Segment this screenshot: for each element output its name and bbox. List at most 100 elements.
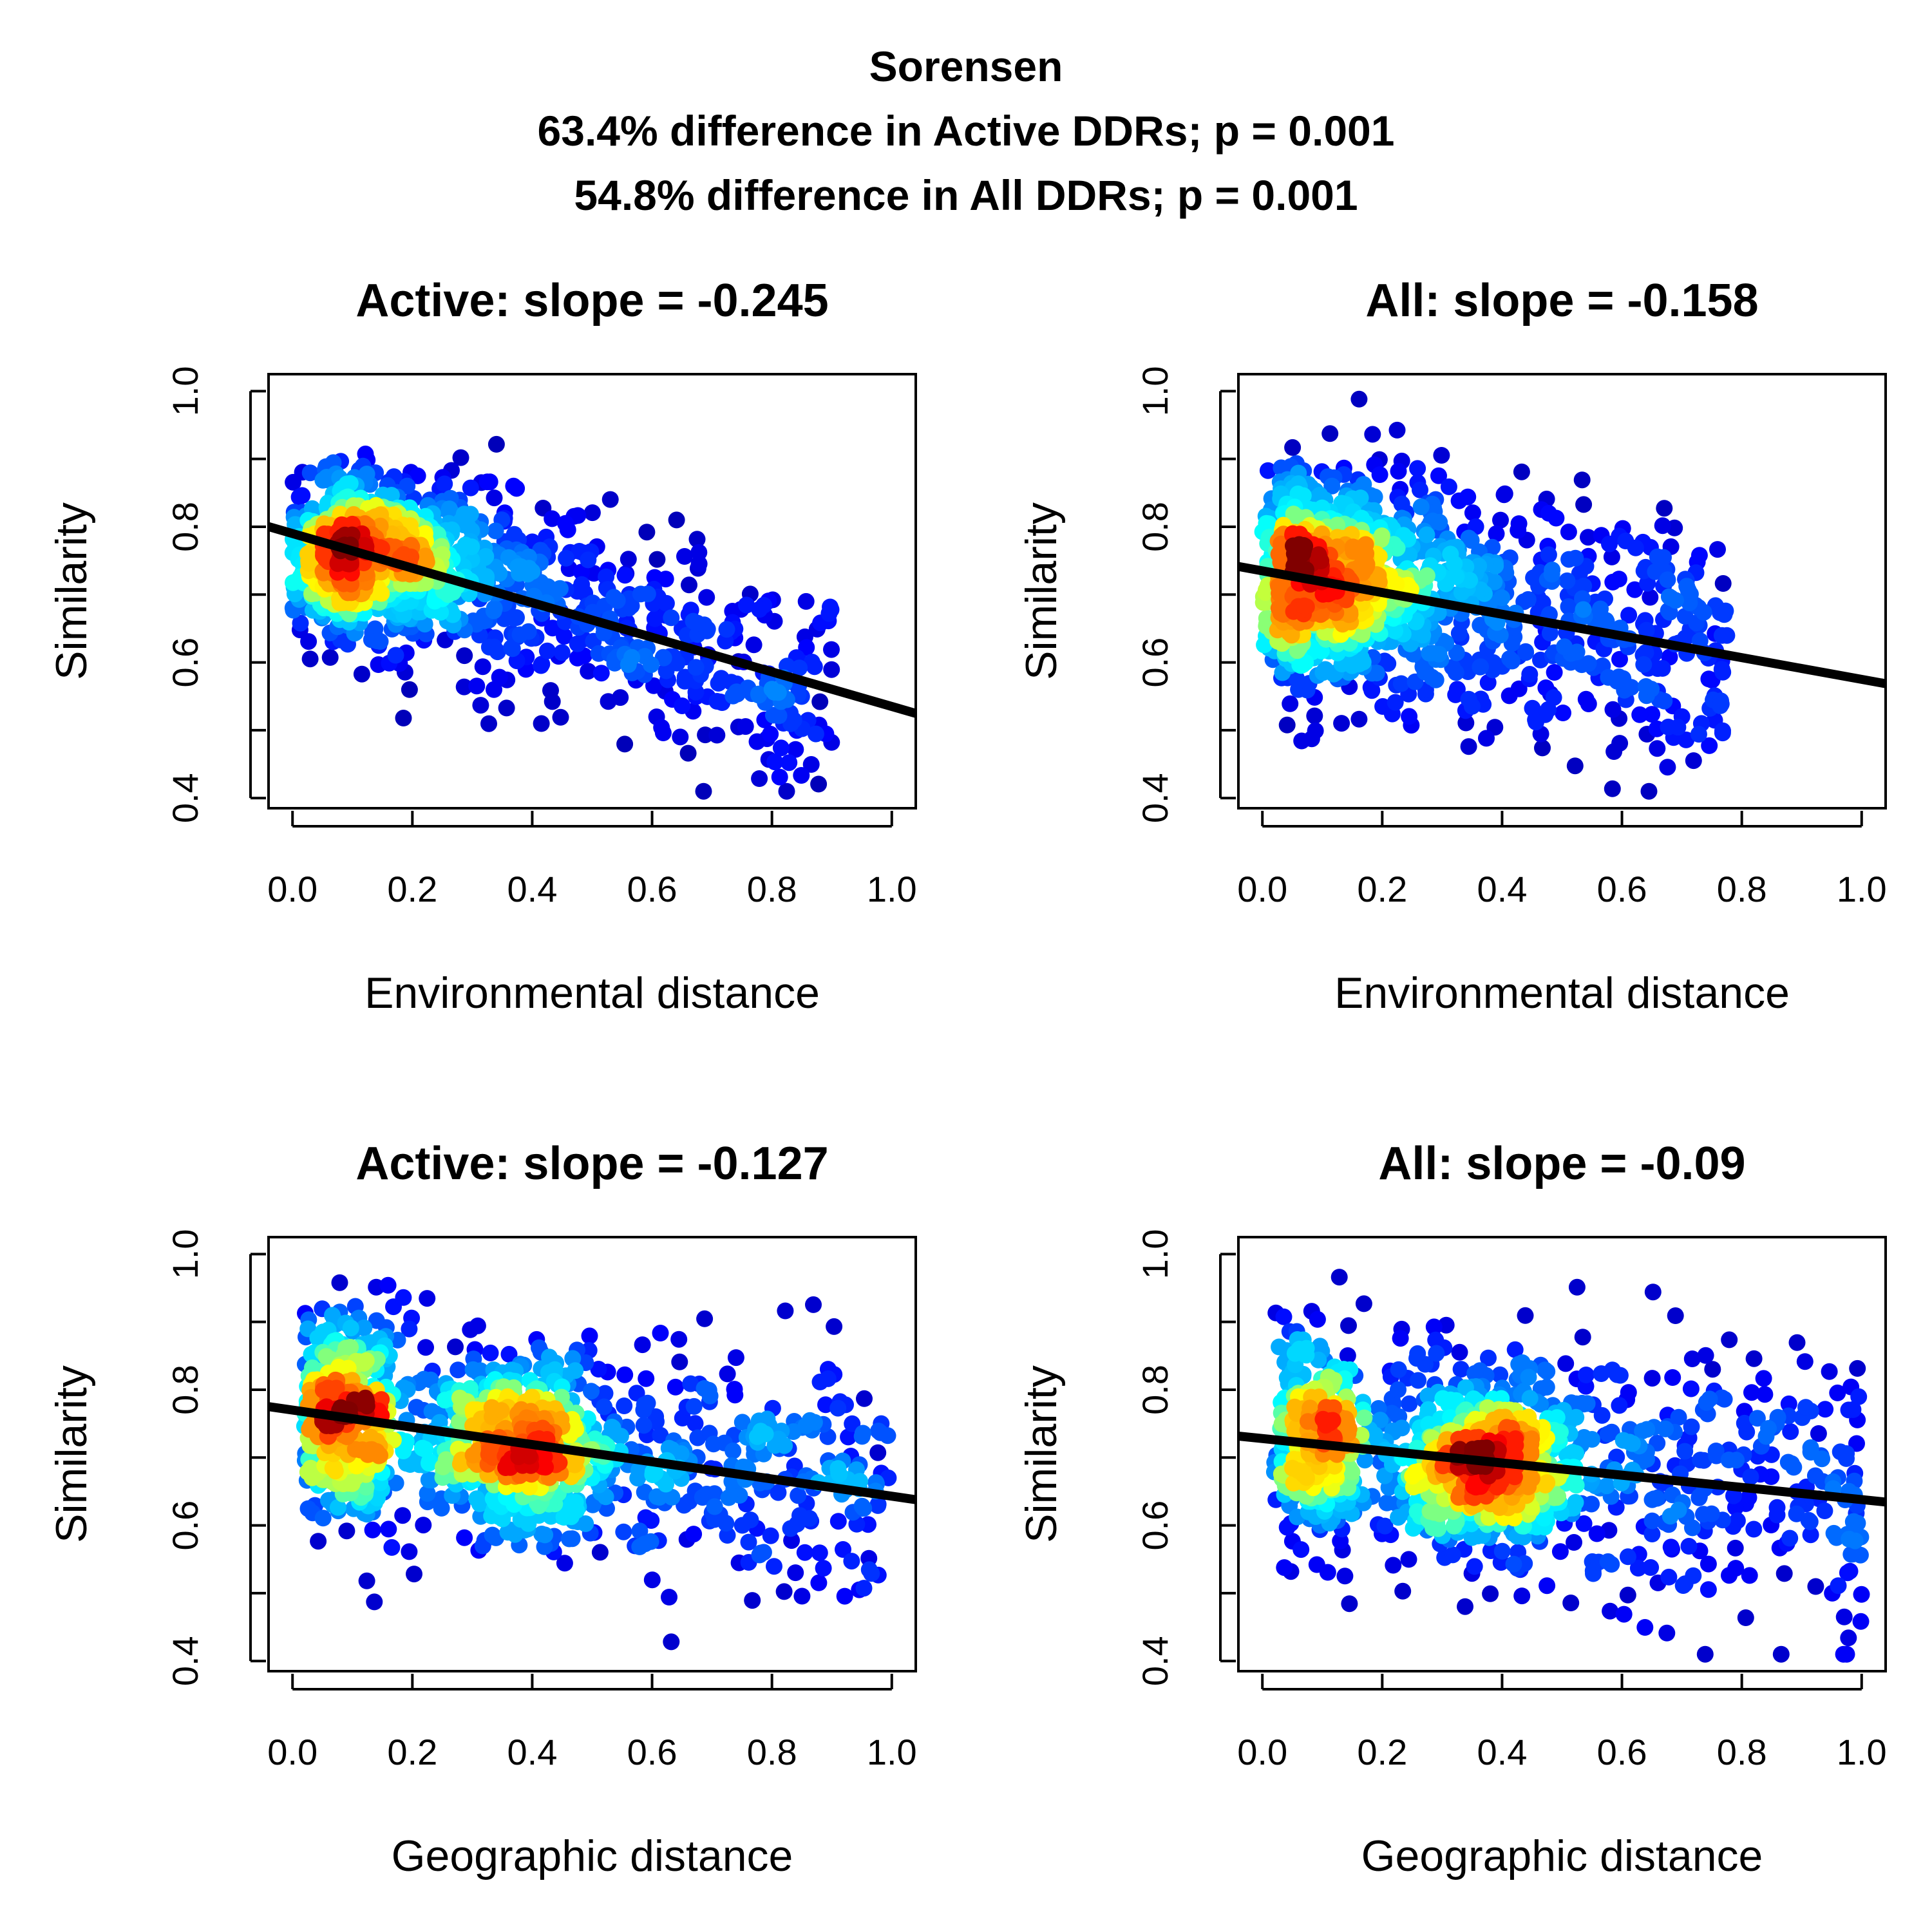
x-tick-label: 0.4: [1477, 869, 1528, 909]
scatter-point: [1548, 509, 1565, 527]
scatter-point: [752, 1423, 770, 1440]
scatter-point: [544, 693, 561, 710]
scatter-point: [1291, 656, 1309, 674]
scatter-point: [1838, 1445, 1855, 1463]
scatter-point: [1376, 1517, 1394, 1535]
scatter-point: [1848, 1435, 1865, 1452]
scatter-point: [1510, 680, 1528, 697]
scatter-point: [440, 503, 457, 520]
scatter-point: [1538, 1379, 1555, 1396]
scatter-point: [417, 551, 435, 568]
scatter-point: [401, 681, 418, 698]
scatter-point: [822, 601, 840, 618]
scatter-point: [1293, 1541, 1310, 1558]
scatter-point: [1296, 597, 1313, 614]
scatter-point: [1670, 1408, 1687, 1426]
scatter-point: [1680, 582, 1697, 599]
scatter-point: [1637, 678, 1654, 695]
scatter-point: [469, 1317, 486, 1334]
scatter-point: [394, 1507, 412, 1524]
scatter-point: [793, 1587, 811, 1605]
scatter-point: [605, 589, 623, 606]
scatter-point: [474, 1537, 491, 1555]
scatter-point: [807, 725, 824, 743]
scatter-point: [1410, 1372, 1427, 1389]
scatter-point: [1713, 1389, 1730, 1406]
scatter-point: [1593, 1365, 1610, 1382]
scatter-point: [737, 718, 754, 735]
scatter-point: [1388, 421, 1406, 439]
scatter-point: [685, 1397, 703, 1415]
scatter-point: [1662, 1508, 1679, 1525]
y-tick-label: 0.6: [165, 638, 205, 688]
scatter-point: [1835, 1608, 1853, 1625]
scatter-point: [1543, 565, 1560, 583]
scatter-point: [1600, 668, 1617, 686]
scatter-point: [1697, 1347, 1714, 1364]
scatter-point: [823, 661, 840, 678]
scatter-point: [856, 1390, 873, 1407]
scatter-point: [738, 596, 755, 614]
scatter-point: [772, 739, 790, 757]
scatter-point: [781, 754, 798, 772]
scatter-point: [810, 1574, 828, 1591]
scatter-point: [1659, 571, 1676, 589]
scatter-point: [1457, 1598, 1473, 1615]
scatter-point: [1356, 1452, 1374, 1469]
scatter-point: [1513, 463, 1530, 480]
scatter-point: [1635, 656, 1653, 673]
scatter-point: [456, 1529, 473, 1546]
scatter-point: [1602, 1602, 1619, 1620]
scatter-point: [483, 1399, 500, 1416]
scatter-point: [1844, 1401, 1862, 1418]
scatter-point: [1271, 585, 1288, 602]
scatter-point: [643, 656, 660, 674]
x-tick-label: 0.8: [1717, 869, 1767, 909]
scatter-point: [681, 576, 697, 594]
scatter-point: [1700, 1555, 1717, 1573]
scatter-point: [1463, 697, 1481, 715]
scatter-point: [770, 1484, 787, 1501]
scatter-point: [1388, 540, 1406, 557]
scatter-point: [734, 1517, 751, 1534]
scatter-point: [1703, 1505, 1720, 1522]
scatter-point: [338, 1522, 355, 1540]
scatter-point: [1574, 1329, 1591, 1346]
scatter-point: [670, 1331, 688, 1348]
scatter-point: [1745, 1520, 1763, 1538]
scatter-point: [1457, 714, 1475, 732]
scatter-point: [1440, 478, 1457, 495]
scatter-point: [508, 609, 525, 626]
x-tick-label: 0.2: [1357, 869, 1407, 909]
x-tick-label: 1.0: [867, 869, 917, 909]
scatter-point: [1354, 654, 1372, 671]
scatter-point: [1577, 1367, 1595, 1383]
scatter-point: [1757, 1428, 1775, 1445]
scatter-point: [1540, 546, 1557, 564]
scatter-point: [360, 1446, 377, 1463]
scatter-point: [581, 1327, 598, 1345]
scatter-point: [1755, 1370, 1772, 1387]
scatter-point: [1371, 466, 1388, 483]
scatter-point: [591, 1544, 609, 1561]
scatter-point: [1331, 1269, 1348, 1286]
scatter-point: [1480, 1349, 1497, 1367]
scatter-point: [1644, 1283, 1662, 1301]
scatter-point: [728, 685, 746, 703]
scatter-point: [1289, 508, 1307, 526]
scatter-point: [851, 1473, 869, 1490]
scatter-point: [751, 770, 768, 787]
scatter-point: [321, 649, 339, 666]
scatter-point: [600, 693, 617, 710]
scatter-point: [556, 628, 573, 645]
y-axis-label: Similarity: [47, 1365, 96, 1543]
scatter-point: [1636, 1619, 1654, 1636]
x-tick-label: 0.8: [747, 869, 797, 909]
scatter-point: [1412, 498, 1430, 515]
points-layer: [1254, 390, 1736, 800]
scatter-point: [1788, 1334, 1806, 1351]
scatter-point: [1433, 447, 1450, 464]
scatter-point: [1643, 706, 1661, 723]
scatter-point: [1341, 1595, 1358, 1613]
scatter-point: [1638, 621, 1655, 639]
